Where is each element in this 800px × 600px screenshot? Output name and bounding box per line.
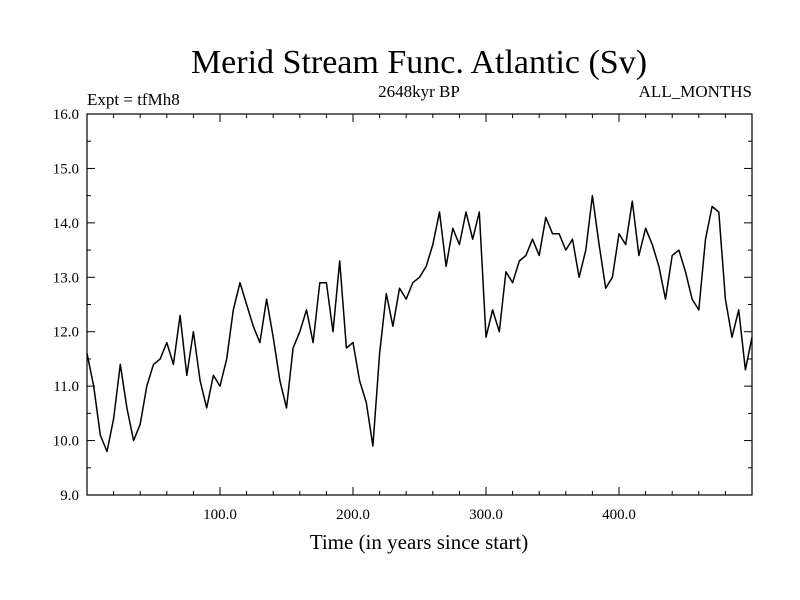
- y-tick-label: 10.0: [53, 434, 79, 450]
- period-label: 2648kyr BP: [378, 82, 460, 101]
- chart-title: Merid Stream Func. Atlantic (Sv): [191, 44, 647, 81]
- y-tick-label: 14.0: [53, 216, 79, 232]
- y-tick-label: 11.0: [53, 379, 79, 395]
- plot-area: [86, 113, 753, 496]
- y-tick-label: 12.0: [53, 325, 79, 341]
- series-line: [86, 194, 753, 453]
- y-tick-label: 9.0: [60, 488, 79, 504]
- experiment-label: Expt = tfMh8: [87, 90, 180, 109]
- y-tick-label: 13.0: [53, 270, 79, 286]
- months-label: ALL_MONTHS: [639, 82, 752, 101]
- x-axis: 100.0 200.0 300.0 400.0: [113, 114, 726, 523]
- y-axis: 9.0 10.0 11.0 12.0 13.0 14.0 15.0 16.0: [53, 107, 752, 504]
- x-axis-label: Time (in years since start): [310, 530, 529, 554]
- x-tick-label: 300.0: [469, 507, 503, 523]
- y-tick-label: 16.0: [53, 107, 79, 123]
- y-tick-label: 15.0: [53, 161, 79, 177]
- x-tick-label: 100.0: [203, 507, 237, 523]
- x-tick-label: 200.0: [336, 507, 370, 523]
- x-tick-label: 400.0: [602, 507, 636, 523]
